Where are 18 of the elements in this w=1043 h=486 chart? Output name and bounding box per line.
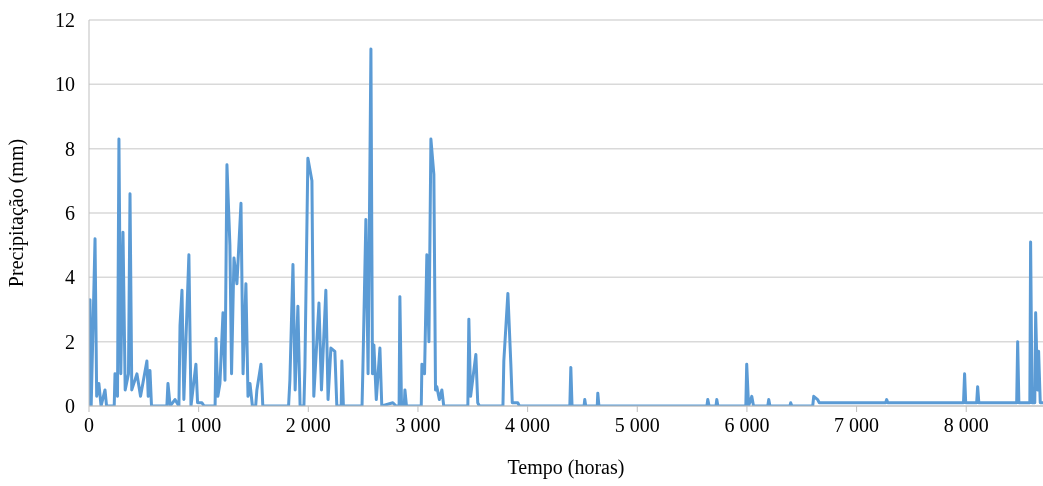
x-tick-label: 3 000 [395,414,441,437]
y-tick-label: 4 [65,266,75,289]
x-tick-label: 2 000 [285,414,331,437]
y-tick-label: 12 [55,9,75,32]
y-tick-label: 8 [65,137,75,160]
y-tick-label: 0 [65,395,75,418]
x-tick-label: 6 000 [724,414,770,437]
x-tick-label: 4 000 [505,414,551,437]
y-tick-label: 6 [65,202,75,225]
x-tick-label: 5 000 [614,414,660,437]
x-tick-label: 1 000 [176,414,222,437]
x-axis-title: Tempo (horas) [507,456,625,479]
y-tick-label: 2 [65,330,75,353]
x-tick-label: 0 [84,414,94,437]
x-tick-label: 8 000 [943,414,989,437]
y-axis-title: Precipitação (mm) [5,138,29,288]
x-tick-label: 7 000 [834,414,880,437]
y-tick-label: 10 [55,73,75,96]
